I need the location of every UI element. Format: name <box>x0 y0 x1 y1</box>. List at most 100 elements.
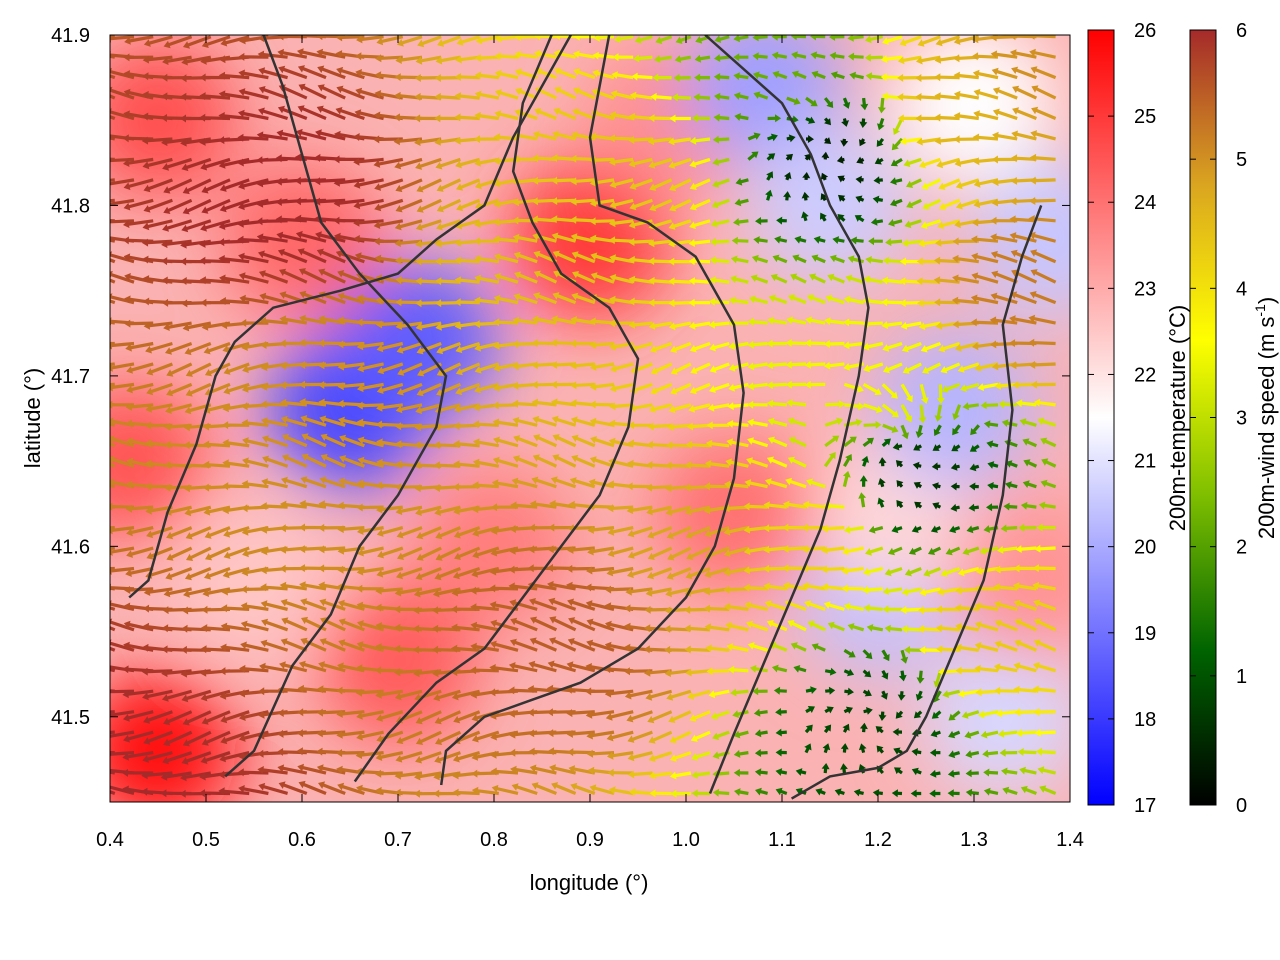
wind-vector-arrow <box>590 362 615 371</box>
wind-vector-arrow <box>784 172 792 181</box>
wind-vector-arrow <box>514 271 538 284</box>
wind-vector-arrow <box>238 252 269 264</box>
wind-vector-arrow <box>260 502 288 511</box>
wind-vector-arrow <box>881 276 903 285</box>
wind-vector-arrow <box>709 362 730 373</box>
wind-vector-arrow <box>494 69 519 80</box>
wind-vector-arrow <box>566 709 595 718</box>
wind-vector-arrow <box>160 789 192 798</box>
wind-vector-arrow <box>490 546 519 557</box>
wind-vector-arrow <box>766 399 787 408</box>
wind-vector-arrow <box>1013 582 1037 591</box>
wind-vector-arrow <box>592 69 615 80</box>
wind-vector-arrow <box>1010 361 1037 370</box>
wind-vector-arrow <box>256 217 288 226</box>
wind-vector-arrow <box>891 525 903 534</box>
wind-vector-arrow <box>863 362 884 373</box>
wind-vector-arrow <box>900 649 909 664</box>
terrain-contour-line <box>224 35 448 778</box>
wind-vector-arrow <box>648 751 673 762</box>
wind-vector-arrow <box>824 706 834 714</box>
wind-vector-arrow <box>747 642 769 652</box>
wind-vector-arrow <box>570 782 596 795</box>
wind-vector-arrow <box>706 421 730 430</box>
temperature-colorbar-tick-label: 24 <box>1134 192 1156 214</box>
wind-vector-arrow <box>590 436 615 448</box>
wind-vector-arrow <box>746 457 769 468</box>
wind-vector-arrow <box>934 404 943 422</box>
wind-vector-arrow <box>704 459 730 468</box>
wind-vector-arrow <box>834 788 845 796</box>
wind-vector-arrow <box>201 605 230 614</box>
wind-vector-arrow <box>843 668 855 677</box>
wind-vector-arrow <box>453 440 480 448</box>
wind-vector-arrow <box>531 782 557 795</box>
wind-vector-arrow <box>1037 766 1056 775</box>
wind-vector-arrow <box>527 708 557 717</box>
wind-vector-arrow <box>123 178 154 191</box>
wind-vector-arrow <box>824 417 844 427</box>
wind-vector-arrow <box>454 113 480 122</box>
wind-vector-arrow <box>395 403 423 414</box>
wind-vector-arrow <box>124 319 154 328</box>
wind-vector-arrow <box>122 689 154 699</box>
wind-vector-arrow <box>612 53 634 62</box>
wind-vector-arrow <box>222 567 250 579</box>
wind-vector-arrow <box>473 438 500 448</box>
wind-vector-arrow <box>493 382 519 392</box>
wind-vector-arrow <box>570 316 596 325</box>
wind-vector-arrow <box>689 198 711 211</box>
wind-vector-arrow <box>300 415 327 427</box>
wind-vector-arrow <box>606 730 634 742</box>
wind-vector-arrow <box>531 398 557 407</box>
temperature-region <box>110 670 238 802</box>
wind-vector-arrow <box>182 730 212 747</box>
wind-vector-arrow <box>962 546 980 556</box>
wind-vector-arrow <box>592 51 615 60</box>
wind-vector-arrow <box>357 479 384 489</box>
wind-vector-arrow <box>709 256 730 265</box>
wind-vector-arrow <box>356 341 384 351</box>
wind-vector-arrow <box>493 178 519 188</box>
wind-vector-arrow <box>396 730 423 745</box>
wind-vector-arrow <box>708 320 730 329</box>
wind-vector-arrow <box>842 470 851 487</box>
wind-vector-arrow <box>825 294 845 305</box>
wind-vector-arrow <box>395 178 423 193</box>
wind-vector-arrow <box>753 236 768 244</box>
wind-vector-arrow <box>547 747 576 756</box>
wind-vector-arrow <box>922 362 942 374</box>
wind-vector-arrow <box>435 526 461 540</box>
wind-vector-arrow <box>1009 339 1037 348</box>
wind-vector-arrow <box>319 476 346 489</box>
wind-vector-arrow <box>164 440 192 449</box>
wind-vector-arrow <box>337 525 365 534</box>
wind-vector-arrow <box>201 624 231 633</box>
wind-vector-arrow <box>954 219 980 229</box>
wind-vector-arrow <box>567 598 596 611</box>
wind-vector-arrow <box>897 691 906 701</box>
wind-vector-arrow <box>744 601 768 611</box>
wind-vector-arrow <box>710 237 730 246</box>
wind-vector-arrow <box>650 92 672 101</box>
wind-vector-arrow <box>711 198 730 209</box>
wind-vector-arrow <box>952 237 979 246</box>
wind-vector-arrow <box>733 730 749 739</box>
wind-vector-arrow <box>474 135 499 144</box>
wind-colorbar-tick-label: 5 <box>1236 149 1247 171</box>
wind-vector-arrow <box>184 342 212 356</box>
wind-vector-arrow <box>897 114 922 123</box>
wind-vector-arrow <box>146 382 173 396</box>
wind-vector-arrow <box>239 664 269 673</box>
wind-vector-arrow <box>198 789 230 798</box>
wind-vector-arrow <box>534 67 557 80</box>
wind-vector-arrow <box>238 785 269 796</box>
wind-vector-arrow <box>336 85 365 100</box>
wind-vector-arrow <box>275 215 307 224</box>
wind-vector-arrow <box>395 276 423 285</box>
wind-vector-arrow <box>805 686 817 694</box>
wind-vector-arrow <box>394 157 423 170</box>
wind-vector-arrow <box>414 423 442 432</box>
wind-vector-arrow <box>355 688 384 697</box>
